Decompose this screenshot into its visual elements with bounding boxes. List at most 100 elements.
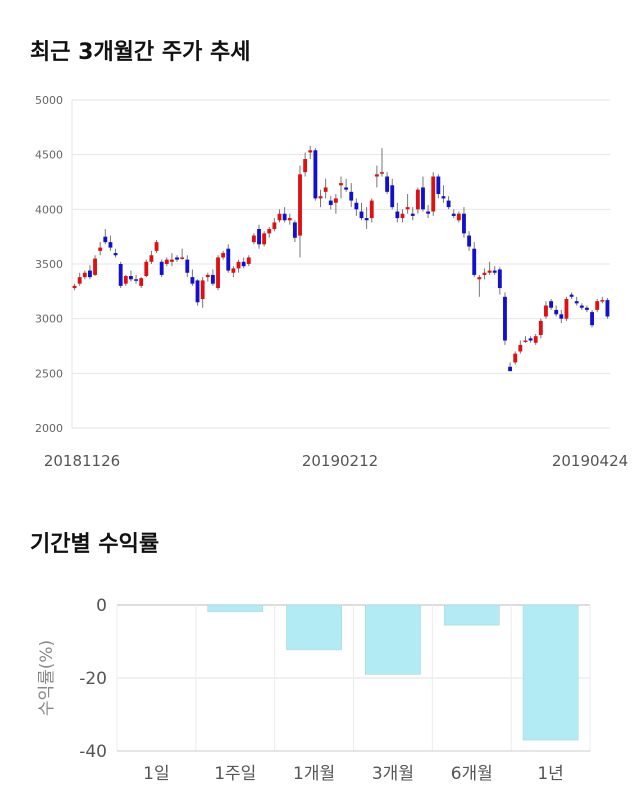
candle-body (451, 213, 456, 216)
candle-body (595, 301, 600, 310)
candle-body (175, 257, 179, 260)
y-tick-label: 3000 (35, 313, 63, 326)
candle-body (605, 300, 610, 317)
candle-body (313, 150, 318, 199)
candle-body (513, 353, 518, 363)
candle-body (257, 229, 261, 245)
candle-body (544, 305, 548, 317)
candle-body (554, 309, 559, 315)
candle-body (564, 298, 569, 319)
candle-body (169, 259, 174, 262)
candle-body (400, 213, 405, 219)
candle-body (159, 261, 164, 275)
candle-body (272, 222, 277, 230)
candle-body (180, 257, 185, 259)
candle-body (482, 272, 487, 275)
y-tick-label: 4500 (35, 149, 63, 162)
candle-body (241, 261, 246, 267)
candle-body (287, 218, 292, 221)
x-tick-label: 20190212 (302, 452, 378, 470)
candle-body (277, 213, 282, 221)
y-tick-label: 5000 (35, 94, 63, 107)
candle-body (226, 248, 231, 271)
candle-body (369, 200, 374, 219)
y-tick-label: 2500 (35, 367, 63, 380)
y-tick-label: -40 (79, 742, 107, 762)
x-tick-label: 3개월 (372, 764, 414, 784)
x-tick-label: 1주일 (214, 764, 256, 784)
candle-body (523, 340, 528, 343)
candle-body (103, 236, 108, 243)
candle-body (385, 176, 390, 192)
y-tick-label: -20 (79, 669, 107, 689)
x-tick-label: 1년 (537, 764, 563, 784)
candle-body (308, 150, 313, 153)
candle-body (410, 213, 415, 216)
candle-chart-title: 최근 3개월간 주가 추세 (30, 40, 251, 65)
candle-body (467, 235, 472, 247)
candle-body (533, 336, 538, 343)
candle-body (421, 187, 425, 210)
candle-body (354, 202, 359, 210)
returns-chart-title: 기간별 수익률 (30, 532, 160, 557)
candle-body (190, 277, 195, 284)
bar (365, 604, 421, 675)
candle-body (574, 301, 579, 304)
candle-body (139, 278, 144, 286)
bar (207, 604, 264, 612)
candle-body (282, 213, 287, 221)
candle-body (93, 258, 97, 275)
y-axis-label: 수익률(%) (37, 640, 57, 716)
candle-body (88, 270, 92, 278)
candle-body (318, 196, 323, 199)
candle-body (82, 272, 87, 278)
bar (522, 604, 579, 741)
candle-body (323, 187, 328, 192)
candle-body (600, 300, 605, 302)
x-tick-label: 6개월 (451, 764, 493, 784)
candle-body (538, 320, 543, 336)
candle-body (344, 187, 349, 190)
candle-body (210, 274, 215, 284)
candle-body (395, 211, 400, 219)
candle-body (415, 189, 420, 210)
candle-body (221, 253, 226, 258)
candle-body (216, 257, 220, 289)
candle-body (72, 285, 77, 289)
candle-body (518, 344, 523, 352)
candle-body (590, 312, 594, 326)
candle-body (472, 248, 477, 275)
candle-body (129, 276, 133, 280)
candle-body (441, 196, 446, 199)
candle-body (267, 229, 272, 234)
x-tick-label: 1개월 (293, 764, 335, 784)
candle-body (98, 247, 103, 251)
candle-body (390, 185, 395, 208)
candle-body (431, 176, 436, 212)
candle-body (144, 261, 149, 277)
candle-body (374, 174, 379, 177)
candle-body (333, 198, 338, 203)
candle-body (292, 222, 297, 238)
candle-body (456, 213, 461, 221)
candlestick-chart: 5000 4500 4000 3500 3000 2500 2000 20181126 2019… (35, 94, 628, 470)
candle-body (339, 183, 343, 186)
candle-body (405, 207, 410, 210)
candle-body (559, 314, 564, 319)
candle-body (231, 268, 236, 273)
candle-body (246, 257, 251, 264)
x-tick-label: 20190424 (552, 452, 628, 470)
y-tick-label: 3500 (35, 258, 63, 271)
x-tick-label: 1일 (143, 764, 169, 784)
candle-body (462, 213, 466, 234)
candle-body (528, 338, 533, 341)
candle-body (585, 307, 589, 310)
candle-body (262, 233, 267, 245)
y-tick-label: 0 (96, 596, 107, 616)
candle-body (492, 270, 497, 273)
candle-body (364, 218, 369, 221)
candle-body (205, 274, 210, 278)
candle-body (497, 269, 502, 289)
candle-body (380, 172, 384, 174)
candle-body (195, 280, 200, 303)
